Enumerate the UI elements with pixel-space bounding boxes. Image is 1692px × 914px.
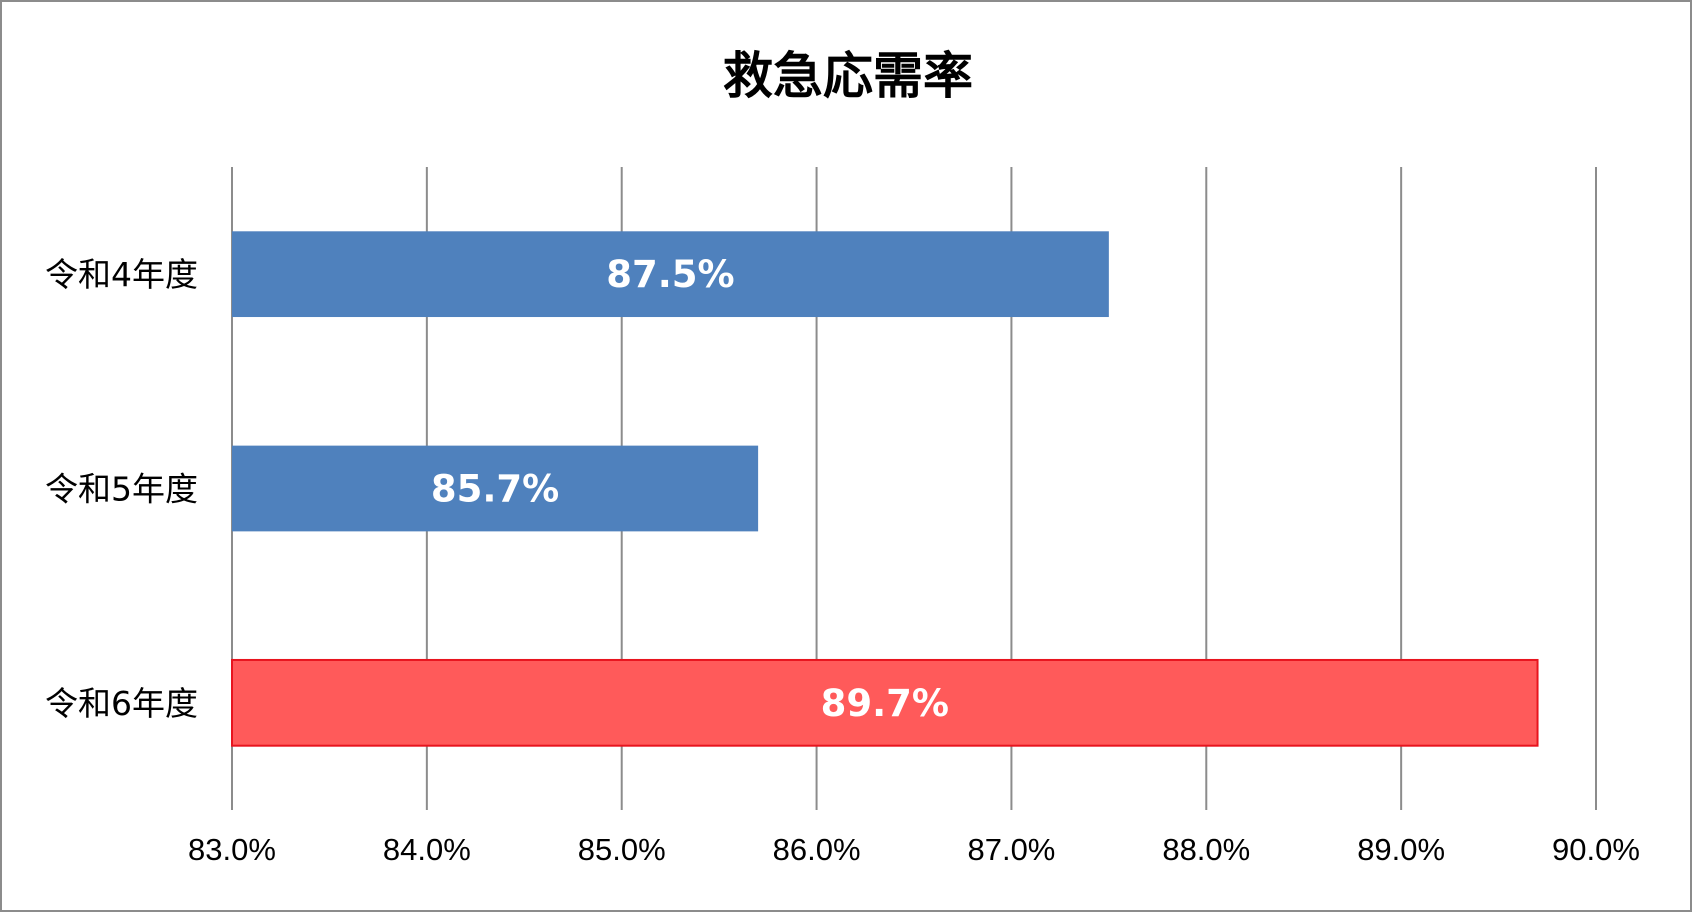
data-label: 87.5%	[606, 253, 734, 296]
data-label: 89.7%	[821, 682, 949, 725]
bar-1	[232, 231, 1109, 318]
category-label: 令和6年度	[45, 684, 198, 723]
x-tick-label: 87.0%	[967, 832, 1055, 867]
x-tick-label: 88.0%	[1162, 832, 1250, 867]
data-label: 85.7%	[431, 468, 559, 511]
x-tick-label: 83.0%	[188, 832, 276, 867]
x-tick-label: 90.0%	[1552, 832, 1640, 867]
x-tick-label: 84.0%	[383, 832, 471, 867]
x-tick-label: 86.0%	[773, 832, 861, 867]
bar-3	[231, 658, 1539, 747]
category-label: 令和4年度	[45, 255, 198, 294]
bar-2	[232, 445, 759, 532]
category-label: 令和5年度	[45, 470, 198, 509]
chart-title: 救急応需率	[723, 47, 973, 105]
bar-layer	[231, 231, 1539, 747]
x-tick-label: 85.0%	[578, 832, 666, 867]
label-layer: 83.0% 84.0% 85.0% 86.0% 87.0% 88.0% 89.0% 90.0%…	[45, 253, 1640, 867]
x-tick-label: 89.0%	[1357, 832, 1445, 867]
